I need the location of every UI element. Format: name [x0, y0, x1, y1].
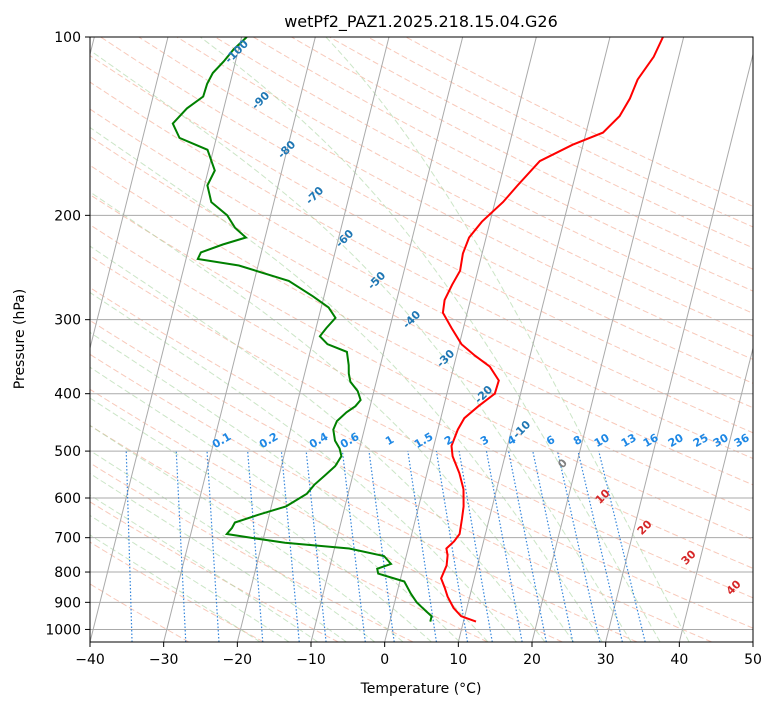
mixing-ratio-line — [407, 451, 438, 642]
x-tick-label: 40 — [670, 652, 688, 668]
dry-adiabat — [90, 319, 712, 642]
moist-adiabat — [90, 494, 319, 642]
y-tick-label: 300 — [54, 313, 81, 329]
isotherm — [457, 37, 611, 642]
y-tick-label: 600 — [54, 491, 81, 507]
isotherm — [163, 37, 316, 642]
plot-frame — [89, 36, 754, 643]
isotherm — [310, 37, 464, 642]
moist-adiabat — [90, 473, 347, 642]
x-tick-label: 20 — [523, 652, 541, 668]
moist-adiabat — [199, 37, 661, 642]
y-axis: 1000 900 800 700 600 500 400 300 200 100 — [45, 30, 90, 638]
mixing-ratio-line — [175, 451, 187, 642]
dry-adiabat — [90, 287, 753, 629]
dry-adiabat — [90, 108, 753, 460]
dry-adiabat — [90, 462, 414, 642]
dewpoint-profile-line — [171, 37, 433, 622]
x-tick-label: −30 — [149, 652, 179, 668]
y-tick-label: 1000 — [45, 622, 81, 638]
dry-adiabat — [90, 583, 190, 642]
dry-adiabat — [90, 194, 753, 541]
x-axis: −40 −30 −20 −10 0 10 20 30 40 50 — [75, 642, 762, 668]
moist-adiabat — [90, 366, 461, 642]
dry-adiabat — [90, 424, 488, 642]
isotherm — [531, 37, 685, 642]
y-tick-label: 100 — [54, 30, 81, 46]
mixing-ratio-line — [507, 450, 547, 642]
moist-adiabat — [90, 291, 517, 642]
mixing-ratio-line — [247, 451, 264, 642]
mixing-ratio-line — [458, 450, 493, 642]
mixing-ratio-line — [368, 451, 395, 642]
moist-adiabat — [90, 49, 632, 642]
mixing-ratio-line — [577, 450, 623, 642]
moist-adiabat — [90, 191, 574, 642]
y-tick-label: 200 — [54, 208, 81, 224]
x-tick-label: 0 — [380, 652, 389, 668]
series-layer — [171, 37, 664, 623]
moist-adiabat — [90, 397, 432, 642]
x-tick-label: −20 — [223, 652, 253, 668]
y-tick-label: 900 — [54, 595, 81, 611]
dry-adiabat — [214, 37, 753, 314]
isotherm — [605, 52, 753, 642]
dry-adiabat — [90, 541, 264, 642]
dry-adiabat — [90, 388, 563, 642]
mixing-ratio-line — [341, 451, 366, 642]
moist-adiabat — [325, 37, 690, 642]
y-axis-label: Pressure (hPa) — [12, 289, 28, 389]
x-axis-label: Temperature (°C) — [360, 681, 482, 697]
x-tick-label: 30 — [597, 652, 615, 668]
dry-adiabat — [90, 164, 753, 513]
isotherm — [384, 37, 537, 642]
mixing-ratio-line — [125, 451, 133, 642]
dry-adiabat — [90, 55, 753, 409]
y-tick-label: 800 — [54, 565, 81, 581]
chart-title: wetPf2_PAZ1.2025.218.15.04.G26 — [284, 12, 558, 32]
dry-adiabat — [252, 37, 753, 292]
x-tick-label: −10 — [296, 652, 326, 668]
x-tick-label: 50 — [744, 652, 762, 668]
temperature-profile-line — [440, 37, 664, 623]
mixing-ratio-line — [206, 451, 220, 642]
moist-adiabat — [90, 449, 376, 642]
dry-adiabat — [90, 136, 753, 486]
y-tick-label: 700 — [54, 531, 81, 547]
y-tick-label: 400 — [54, 387, 81, 403]
dry-adiabat — [138, 37, 753, 360]
y-tick-label: 500 — [54, 444, 81, 460]
mixing-ratio-line — [532, 450, 574, 642]
moist-adiabat — [90, 424, 404, 642]
mixing-ratio-line — [435, 451, 469, 642]
mixing-ratio-line — [485, 450, 523, 642]
moist-adiabat — [90, 126, 603, 642]
background-lines — [90, 37, 753, 642]
isotherm — [678, 346, 753, 642]
isotherm — [90, 37, 243, 642]
mixing-ratio-line — [556, 450, 601, 642]
isotherm — [236, 37, 390, 642]
moist-adiabat — [90, 331, 489, 642]
x-tick-label: 10 — [449, 652, 467, 668]
moist-adiabat — [90, 514, 290, 642]
mixing-ratio-line — [280, 451, 300, 642]
mixing-ratio-line — [598, 450, 646, 642]
isotherm — [752, 639, 753, 642]
isotherm — [90, 37, 169, 351]
x-tick-label: −40 — [75, 652, 105, 668]
moist-adiabat — [90, 245, 546, 642]
